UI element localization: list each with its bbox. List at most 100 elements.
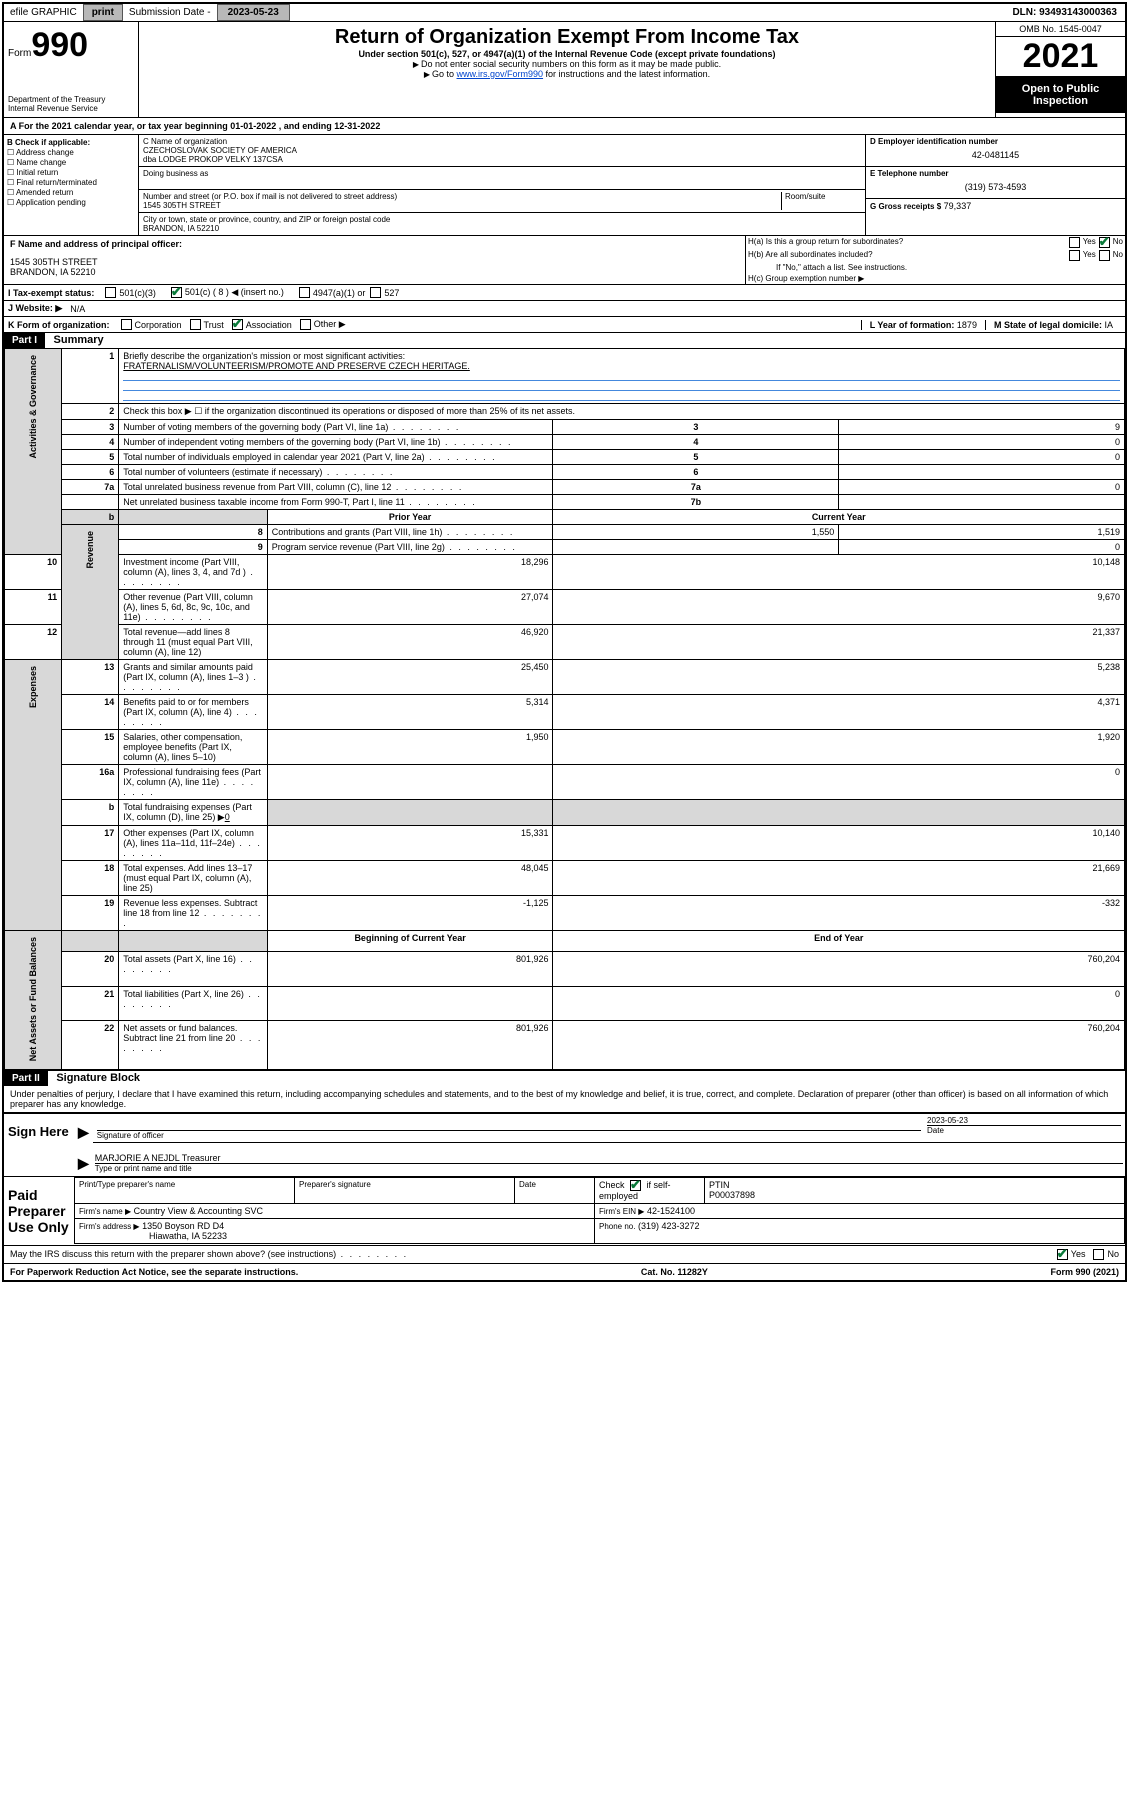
phone-value: (319) 573-4593 [870,178,1121,196]
may-irs-label: May the IRS discuss this return with the… [10,1249,1054,1260]
f-addr1: 1545 305TH STREET [10,257,739,267]
h-b: H(b) Are all subordinates included? Yes … [746,249,1125,262]
c-dba-box: Doing business as [139,167,865,190]
c9: 0 [839,540,1125,555]
row-j: J Website: ▶ N/A [4,300,1125,316]
hb-no[interactable] [1099,250,1110,261]
c15: 1,920 [553,730,1125,765]
form-page: efile GRAPHIC print Submission Date - 20… [2,2,1127,1282]
b-title: B Check if applicable: [7,138,135,147]
p18: 48,045 [267,861,553,896]
submission-label: Submission Date - [123,5,217,20]
print-button[interactable]: print [83,4,123,21]
c13: 5,238 [553,660,1125,695]
prep-phone-label: Phone no. [599,1222,635,1231]
chk-amended[interactable]: ☐ Amended return [7,188,135,197]
v7a: 0 [839,480,1125,495]
irs-link[interactable]: www.irs.gov/Form990 [457,69,544,79]
city-label: City or town, state or province, country… [143,215,861,224]
form-word: Form [8,48,31,59]
chk-final[interactable]: ☐ Final return/terminated [7,178,135,187]
type-name-label: Type or print name and title [95,1164,1123,1173]
self-emp-check[interactable] [630,1180,641,1191]
l7a: Total unrelated business revenue from Pa… [119,480,553,495]
chk-initial[interactable]: ☐ Initial return [7,168,135,177]
k-assoc[interactable] [232,319,243,330]
addr-label: Number and street (or P.O. box if mail i… [143,192,781,201]
city: BRANDON, IA 52210 [143,224,861,233]
l17: Other expenses (Part IX, column (A), lin… [119,826,267,861]
i-4947[interactable] [299,287,310,298]
v4: 0 [839,435,1125,450]
hb-yes[interactable] [1069,250,1080,261]
p15: 1,950 [267,730,553,765]
part1-title: Summary [48,334,104,346]
l18: Total expenses. Add lines 13–17 (must eq… [119,861,267,896]
c-name-label: C Name of organization [143,137,861,146]
firm-addr-label: Firm's address ▶ [79,1222,140,1231]
c11: 9,670 [553,590,1125,625]
chk-pending[interactable]: ☐ Application pending [7,198,135,207]
ha-no[interactable] [1099,237,1110,248]
footer: For Paperwork Reduction Act Notice, see … [4,1263,1125,1280]
footer-mid: Cat. No. 11282Y [641,1267,708,1277]
chk-address[interactable]: ☐ Address change [7,148,135,157]
l20: Total assets (Part X, line 16) [119,951,267,986]
note-link-row: Go to www.irs.gov/Form990 for instructio… [143,69,991,79]
may-irs-no[interactable] [1093,1249,1104,1260]
l-box: L Year of formation: 1879 [861,320,985,330]
part1-badge: Part I [4,333,45,348]
i-527[interactable] [370,287,381,298]
dept-label: Department of the Treasury [8,95,134,104]
sign-here-label: Sign Here [4,1114,74,1176]
p9 [553,540,839,555]
f-box: F Name and address of principal officer:… [4,236,745,284]
summary-table: Activities & Governance 1 Briefly descri… [4,348,1125,1070]
l16b: Total fundraising expenses (Part IX, col… [119,800,267,826]
topbar: efile GRAPHIC print Submission Date - 20… [4,4,1125,22]
part2-badge: Part II [4,1071,48,1086]
c22: 760,204 [553,1021,1125,1070]
p22: 801,926 [267,1021,553,1070]
i-label: I Tax-exempt status: [8,288,94,298]
c14: 4,371 [553,695,1125,730]
p12: 46,920 [267,625,553,660]
room-label: Room/suite [781,192,861,210]
prep-sig-label: Preparer's signature [299,1180,510,1189]
v7b [839,495,1125,510]
may-irs-row: May the IRS discuss this return with the… [4,1246,1125,1263]
vtab-revenue: Revenue [85,527,95,573]
irs-label: Internal Revenue Service [8,104,134,113]
prep-date-label: Date [519,1180,590,1189]
form-number: 990 [31,26,88,64]
l12: Total revenue—add lines 8 through 11 (mu… [119,625,267,660]
h-box: H(a) Is this a group return for subordin… [745,236,1125,284]
ha-yes[interactable] [1069,237,1080,248]
i-501c[interactable] [171,287,182,298]
ein-label: D Employer identification number [870,137,1121,146]
c21: 0 [553,986,1125,1021]
org-name: CZECHOSLOVAK SOCIETY OF AMERICA [143,146,861,155]
dba-label: Doing business as [143,169,861,178]
may-irs-yes[interactable] [1057,1249,1068,1260]
eoy-hdr: End of Year [553,931,1125,952]
receipts-value: 79,337 [944,201,972,211]
k-trust[interactable] [190,319,201,330]
p8: 1,550 [553,525,839,540]
c20: 760,204 [553,951,1125,986]
k-corp[interactable] [121,319,132,330]
officer-name: MARJORIE A NEJDL Treasurer [95,1153,1123,1164]
chk-name[interactable]: ☐ Name change [7,158,135,167]
prep-phone: (319) 423-3272 [638,1221,700,1231]
k-label: K Form of organization: [8,320,110,330]
l1-label: Briefly describe the organization's miss… [123,351,405,361]
footer-left: For Paperwork Reduction Act Notice, see … [10,1267,298,1277]
l6: Total number of volunteers (estimate if … [119,465,553,480]
firm-name-label: Firm's name ▶ [79,1207,131,1216]
l2: Check this box ▶ ☐ if the organization d… [119,404,1125,420]
part2-header: Part II Signature Block [4,1070,1125,1086]
l7b: Net unrelated business taxable income fr… [119,495,553,510]
i-501c3[interactable] [105,287,116,298]
p16a [267,765,553,800]
k-other[interactable] [300,319,311,330]
